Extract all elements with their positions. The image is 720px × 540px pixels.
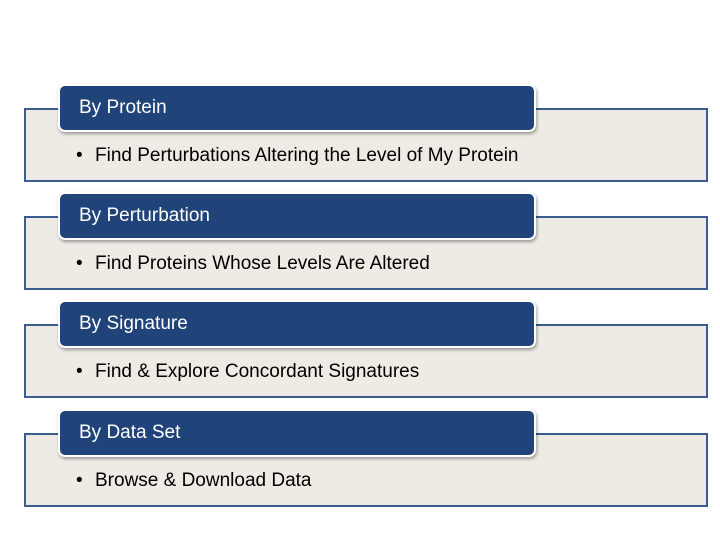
card-header-by-data-set[interactable]: By Data Set bbox=[58, 409, 536, 457]
bullet-item[interactable]: • Find Proteins Whose Levels Are Altered bbox=[76, 250, 430, 278]
card-header-by-signature[interactable]: By Signature bbox=[58, 300, 536, 348]
bullet-item[interactable]: • Browse & Download Data bbox=[76, 467, 312, 495]
bullet-text: Find Proteins Whose Levels Are Altered bbox=[95, 253, 430, 274]
bullet-item[interactable]: • Find Perturbations Altering the Level o… bbox=[76, 142, 519, 170]
bullet-icon: • bbox=[76, 361, 83, 382]
card-by-data-set: By Data Set • Browse & Download Data bbox=[0, 409, 720, 509]
bullet-icon: • bbox=[76, 253, 83, 274]
card-header-by-perturbation[interactable]: By Perturbation bbox=[58, 192, 536, 240]
bullet-icon: • bbox=[76, 470, 83, 491]
bullet-text: Browse & Download Data bbox=[95, 470, 312, 491]
card-by-perturbation: By Perturbation • Find Proteins Whose Lev… bbox=[0, 192, 720, 292]
card-by-signature: By Signature • Find & Explore Concordant … bbox=[0, 300, 720, 400]
bullet-item[interactable]: • Find & Explore Concordant Signatures bbox=[76, 358, 419, 386]
card-by-protein: By Protein • Find Perturbations Altering … bbox=[0, 84, 720, 184]
card-header-by-protein[interactable]: By Protein bbox=[58, 84, 536, 132]
bullet-text: Find & Explore Concordant Signatures bbox=[95, 361, 420, 382]
bullet-text: Find Perturbations Altering the Level of… bbox=[95, 145, 519, 166]
bullet-icon: • bbox=[76, 145, 83, 166]
